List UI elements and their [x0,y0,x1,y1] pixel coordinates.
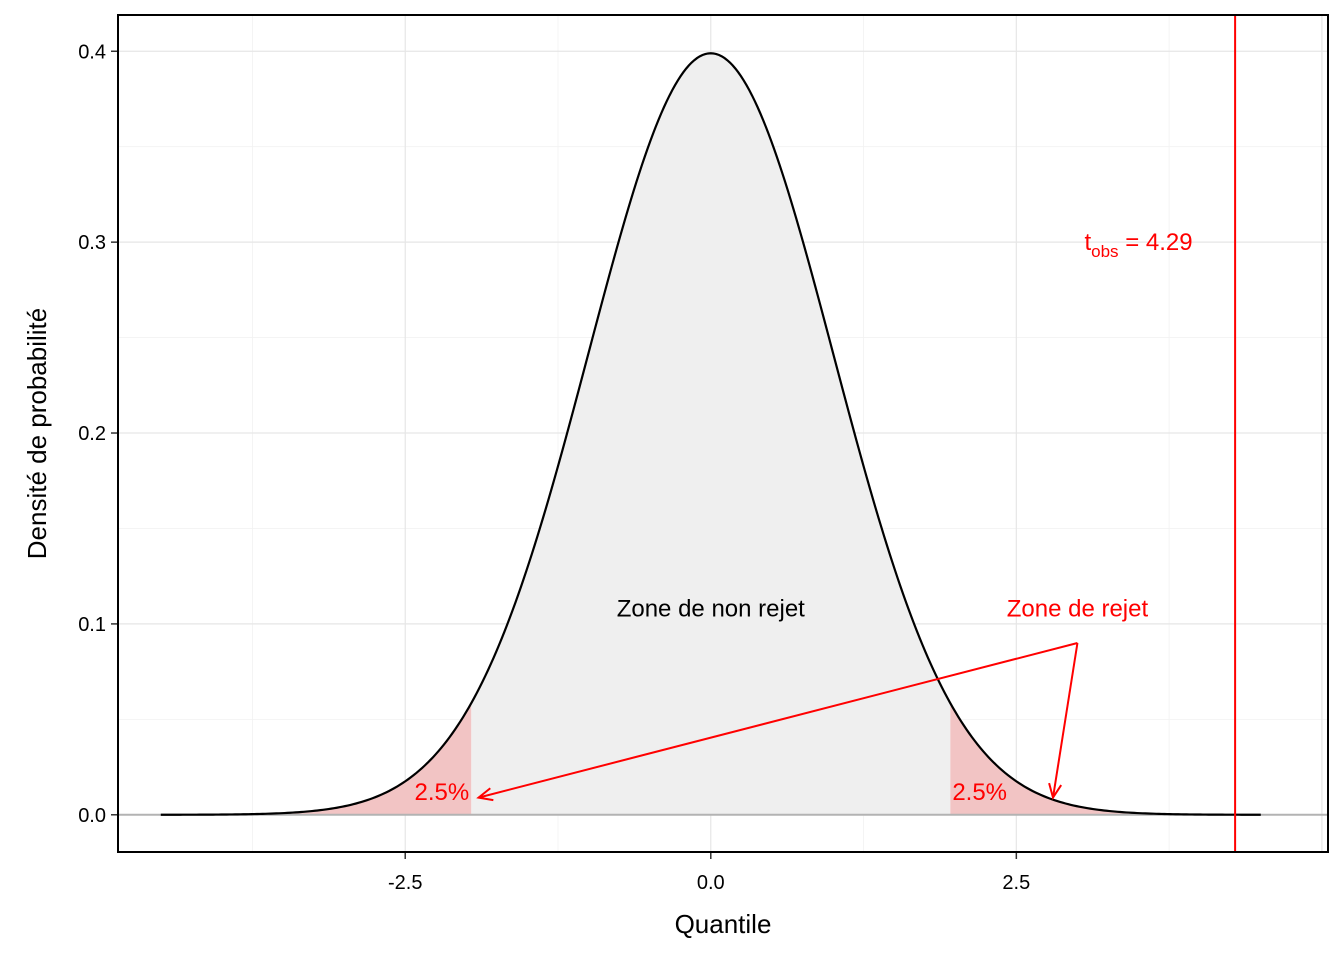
x-tick-label: 0.0 [697,872,725,894]
right-tail-percent-label: 2.5% [952,779,1007,806]
rejection-region-right [950,703,1261,815]
rejection-arrow-head-1 [476,787,494,802]
tobs-subscript: obs [1091,242,1118,261]
x-axis-title: Quantile [675,909,772,939]
y-tick-label: 0.1 [78,614,106,636]
rejection-arrow-2 [1052,642,1079,798]
acceptance-region-label: Zone de non rejet [617,596,805,623]
acceptance-region-area [471,53,951,815]
y-tick-label: 0.0 [78,805,106,827]
tobs-value: = 4.29 [1119,229,1193,256]
y-axis-ticks: 0.0 0.1 0.2 0.3 0.4 [78,41,118,827]
panel-border [117,14,1329,853]
observed-statistic-label: tobs = 4.29 [1084,229,1192,261]
rejection-region-left [160,703,472,815]
y-tick-label: 0.4 [78,41,106,63]
x-tick-label: 2.5 [1002,872,1030,894]
y-tick-label: 0.2 [78,423,106,445]
x-axis-ticks: -2.5 0.0 2.5 [388,852,1030,894]
left-tail-percent-label: 2.5% [415,779,470,806]
rejection-arrow-head-2 [1048,782,1063,801]
y-axis-title: Densité de probabilité [22,308,52,560]
rejection-arrow-1 [478,642,1078,799]
density-curve-line [160,52,1261,816]
tobs-symbol: t [1084,229,1091,256]
x-tick-label: -2.5 [388,872,422,894]
rejection-arrows [476,642,1079,802]
y-tick-label: 0.3 [78,232,106,254]
rejection-region-label: Zone de rejet [1007,596,1149,623]
